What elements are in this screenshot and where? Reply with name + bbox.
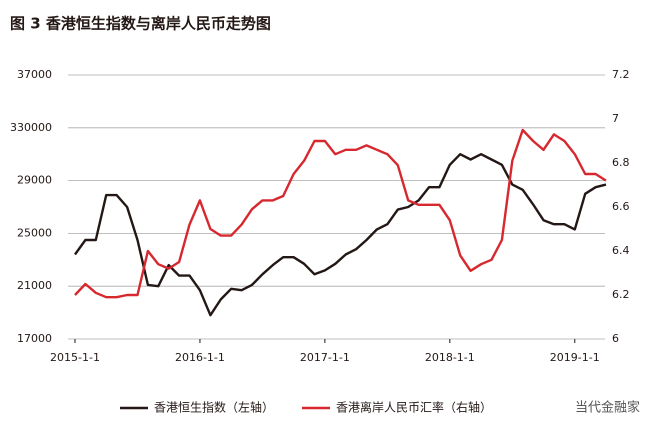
x-tick-label: 2018-1-1: [425, 351, 475, 364]
legend-label: 香港恒生指数（左轴）: [154, 400, 274, 415]
y2-tick-label: 6.8: [612, 156, 630, 169]
watermark: 当代金融家: [575, 400, 640, 416]
series-line: [74, 128, 607, 299]
y2-tick-label: 6.2: [612, 288, 630, 301]
y2-tick-label: 7: [612, 112, 619, 125]
x-tick-label: 2015-1-1: [50, 351, 100, 364]
y2-tick-label: 6: [612, 332, 619, 345]
y-tick-label: 330000: [10, 121, 52, 134]
y2-tick-label: 6.4: [612, 244, 630, 257]
y-tick-label: 21000: [17, 279, 52, 292]
x-tick-label: 2016-1-1: [175, 351, 225, 364]
y2-tick-label: 6.6: [612, 200, 630, 213]
legend-label: 香港离岸人民币汇率（右轴）: [336, 400, 492, 415]
x-tick-label: 2019-1-1: [550, 351, 600, 364]
y-tick-label: 25000: [17, 226, 52, 239]
y-tick-label: 37000: [17, 68, 52, 81]
x-tick-label: 2017-1-1: [300, 351, 350, 364]
y-tick-label: 17000: [17, 332, 52, 345]
y-tick-label: 29000: [17, 174, 52, 187]
y2-tick-label: 7.2: [612, 68, 630, 81]
series-line: [74, 153, 607, 317]
chart-title: 图 3 香港恒生指数与离岸人民币走势图: [10, 15, 271, 33]
